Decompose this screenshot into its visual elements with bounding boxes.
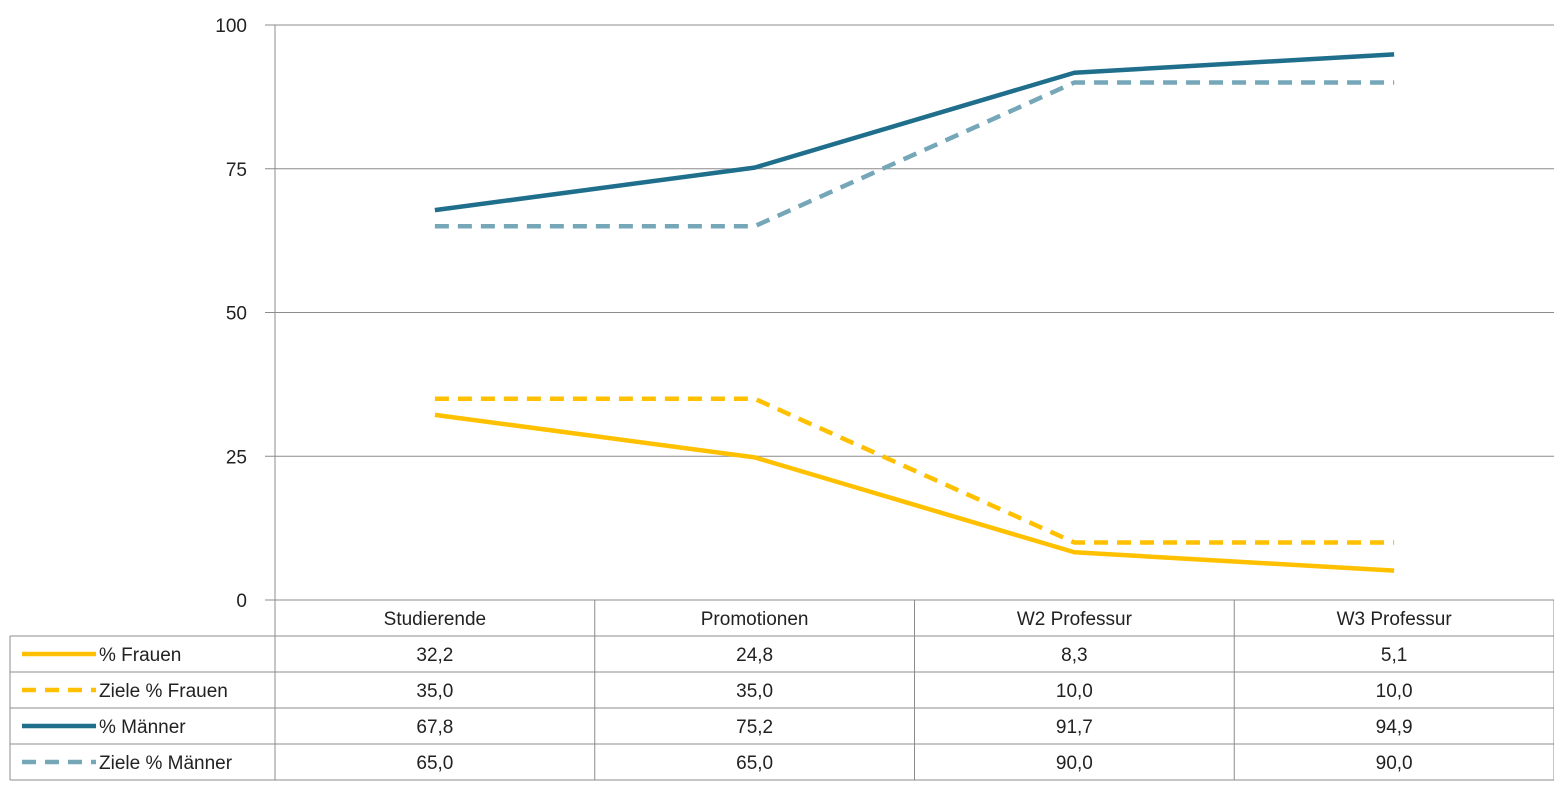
data-value-label: 35,0	[416, 681, 453, 702]
y-tick-label: 100	[215, 16, 247, 37]
x-category-label: W2 Professur	[1017, 609, 1133, 630]
legend-label: % Frauen	[99, 645, 181, 666]
data-value-label: 67,8	[416, 717, 453, 738]
data-value-label: 24,8	[736, 645, 773, 666]
data-value-label: 8,3	[1061, 645, 1087, 666]
series-line-3	[434, 80, 1395, 229]
data-table: Studierende Promotionen W2 Professur W3 Pro…	[9, 600, 1554, 781]
series-lines	[434, 52, 1395, 573]
y-tick-label: 75	[226, 160, 247, 181]
data-value-label: 90,0	[1056, 753, 1093, 774]
data-value-label: 94,9	[1376, 717, 1413, 738]
x-category-label: Studierende	[384, 609, 486, 630]
series-line-1	[434, 396, 1395, 545]
y-tick-label: 0	[236, 591, 247, 612]
series-line-0	[434, 412, 1395, 573]
data-value-label: 10,0	[1056, 681, 1093, 702]
data-value-label: 10,0	[1376, 681, 1413, 702]
x-category-label: Promotionen	[701, 609, 809, 630]
x-category-label: W3 Professur	[1337, 609, 1453, 630]
series-line-2	[434, 52, 1395, 213]
data-value-label: 75,2	[736, 717, 773, 738]
y-tick-label: 25	[226, 447, 247, 468]
legend-label: Ziele % Frauen	[99, 681, 228, 702]
y-tick-label: 50	[226, 304, 247, 325]
data-value-label: 32,2	[416, 645, 453, 666]
data-value-label: 65,0	[416, 753, 453, 774]
legend-label: Ziele % Männer	[99, 753, 233, 774]
gridlines	[265, 24, 1554, 601]
data-value-label: 65,0	[736, 753, 773, 774]
legend-label: % Männer	[99, 717, 186, 738]
data-value-label: 5,1	[1381, 645, 1407, 666]
data-value-label: 35,0	[736, 681, 773, 702]
y-axis-ticks: 0 25 50 75 100	[215, 16, 247, 612]
data-value-label: 90,0	[1376, 753, 1413, 774]
data-value-label: 91,7	[1056, 717, 1093, 738]
